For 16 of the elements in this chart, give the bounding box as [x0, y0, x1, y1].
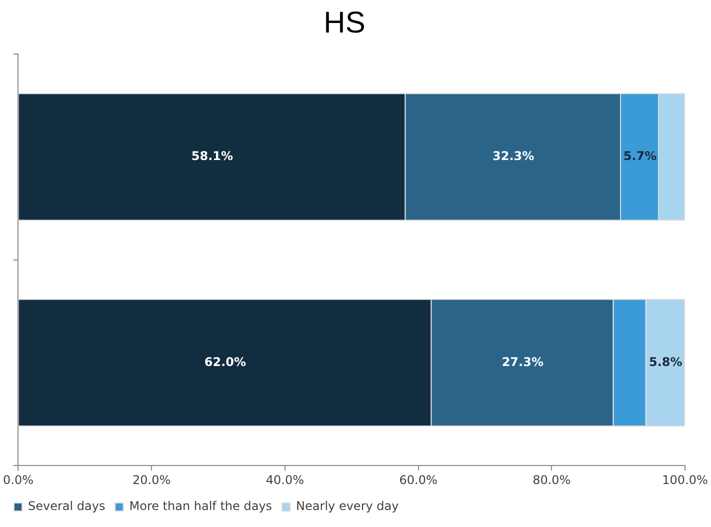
data-label: 58.1% — [191, 149, 234, 164]
data-label: 5.7% — [623, 149, 657, 164]
chart-title: HS — [324, 6, 366, 40]
x-tick-label: 100.0% — [662, 472, 708, 487]
x-tick-label: 60.0% — [399, 472, 438, 487]
data-label: 5.8% — [649, 354, 682, 369]
x-tick-label: 40.0% — [266, 472, 304, 487]
x-tick-label: 0.0% — [2, 472, 34, 487]
legend-label: Several days — [28, 499, 106, 514]
legend-label: More than half the days — [129, 499, 272, 514]
data-label: 62.0% — [204, 354, 246, 369]
x-tick-label: 20.0% — [132, 472, 171, 487]
x-tick-label: 80.0% — [532, 472, 571, 487]
legend-label: Nearly every day — [296, 499, 399, 514]
data-label: 32.3% — [492, 149, 534, 164]
data-label: 27.3% — [502, 354, 544, 369]
